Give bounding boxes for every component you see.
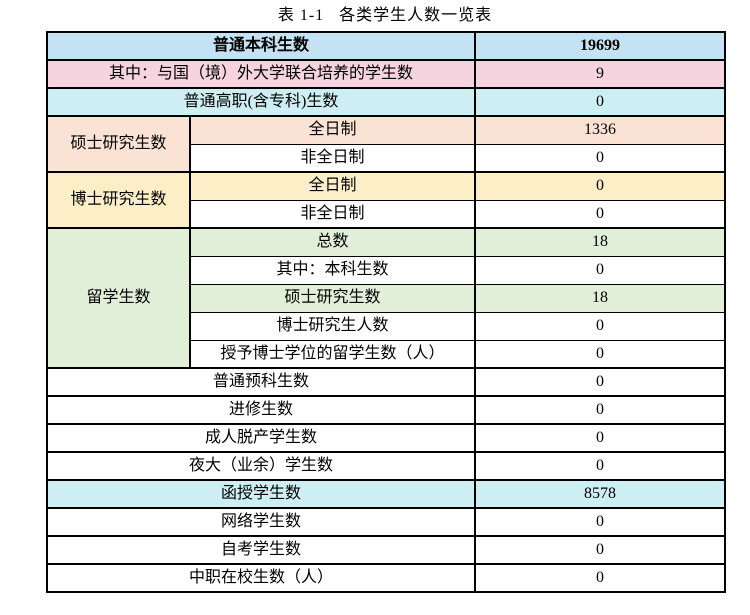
student-numbers-table: 普通本科生数 19699 其中：与国（境）外大学联合培养的学生数 9 普通高职(… xyxy=(45,31,727,593)
table-row: 网络学生数 0 xyxy=(45,507,727,537)
label-cell: 函授学生数 xyxy=(45,479,477,509)
value-cell: 0 xyxy=(474,535,727,565)
label-cell: 全日制 xyxy=(188,115,477,145)
label-cell: 网络学生数 xyxy=(45,507,477,537)
value-cell: 0 xyxy=(474,451,727,481)
value-cell: 19699 xyxy=(474,31,727,61)
label-cell: 硕士研究生数 xyxy=(188,283,477,313)
label-cell: 非全日制 xyxy=(188,199,477,229)
table-row: 博士研究生人数 0 xyxy=(47,311,727,341)
value-cell: 0 xyxy=(474,423,727,453)
table-row: 成人脱产学生数 0 xyxy=(45,423,727,453)
table-row: 普通高职(含专科)生数 0 xyxy=(45,87,727,117)
table-row: 进修生数 0 xyxy=(45,395,727,425)
table-row: 其中：与国（境）外大学联合培养的学生数 9 xyxy=(45,59,727,89)
value-cell: 0 xyxy=(474,255,727,285)
label-cell: 普通预科生数 xyxy=(45,367,477,397)
label-cell: 成人脱产学生数 xyxy=(45,423,477,453)
value-cell: 0 xyxy=(474,395,727,425)
value-cell: 18 xyxy=(474,283,727,313)
table-row: 博士研究生数 全日制 0 xyxy=(46,171,727,229)
table-row: 非全日制 0 xyxy=(47,143,727,173)
table-row: 其中：本科生数 0 xyxy=(47,255,727,285)
value-cell: 18 xyxy=(474,227,727,257)
label-cell: 夜大（业余）学生数 xyxy=(45,451,477,481)
document-page: 表 1-1 各类学生人数一览表 普通本科生数 19699 其中：与国（境）外大学… xyxy=(45,7,727,593)
table-row: 中职在校生数（人） 0 xyxy=(45,563,727,593)
table-row: 授予博士学位的留学生数（人） 0 xyxy=(47,339,727,369)
label-cell: 中职在校生数（人） xyxy=(45,563,477,593)
table-row: 普通预科生数 0 xyxy=(45,367,727,397)
label-cell: 博士研究生人数 xyxy=(188,311,477,341)
value-cell: 0 xyxy=(474,367,727,397)
value-cell: 0 xyxy=(474,87,727,117)
value-cell: 0 xyxy=(474,339,727,369)
group-label-cell: 博士研究生数 xyxy=(46,171,191,229)
label-cell: 全日制 xyxy=(188,171,477,201)
label-cell: 进修生数 xyxy=(45,395,477,425)
label-cell: 授予博士学位的留学生数（人） xyxy=(188,339,477,369)
label-cell: 总数 xyxy=(188,227,477,257)
label-cell: 普通本科生数 xyxy=(45,31,477,61)
value-cell: 9 xyxy=(474,59,727,89)
label-cell: 自考学生数 xyxy=(45,535,477,565)
value-cell: 0 xyxy=(474,563,727,593)
value-cell: 0 xyxy=(474,171,727,201)
value-cell: 8578 xyxy=(474,479,727,509)
group-label-cell: 硕士研究生数 xyxy=(46,115,191,173)
value-cell: 0 xyxy=(474,311,727,341)
value-cell: 1336 xyxy=(474,115,727,145)
value-cell: 0 xyxy=(474,143,727,173)
label-cell: 非全日制 xyxy=(188,143,477,173)
label-cell: 普通高职(含专科)生数 xyxy=(45,87,477,117)
table-row: 自考学生数 0 xyxy=(45,535,727,565)
value-cell: 0 xyxy=(474,199,727,229)
table-row: 函授学生数 8578 xyxy=(45,479,727,509)
label-cell: 其中：本科生数 xyxy=(188,255,477,285)
table-row: 留学生数 总数 18 xyxy=(46,227,727,369)
label-cell: 其中：与国（境）外大学联合培养的学生数 xyxy=(45,59,477,89)
table-row: 普通本科生数 19699 xyxy=(45,31,727,61)
group-label-cell: 留学生数 xyxy=(46,227,191,369)
table-row: 夜大（业余）学生数 0 xyxy=(45,451,727,481)
table-title: 表 1-1 各类学生人数一览表 xyxy=(277,7,493,24)
value-cell: 0 xyxy=(474,507,727,537)
table-row: 硕士研究生数 全日制 1336 xyxy=(46,115,727,173)
